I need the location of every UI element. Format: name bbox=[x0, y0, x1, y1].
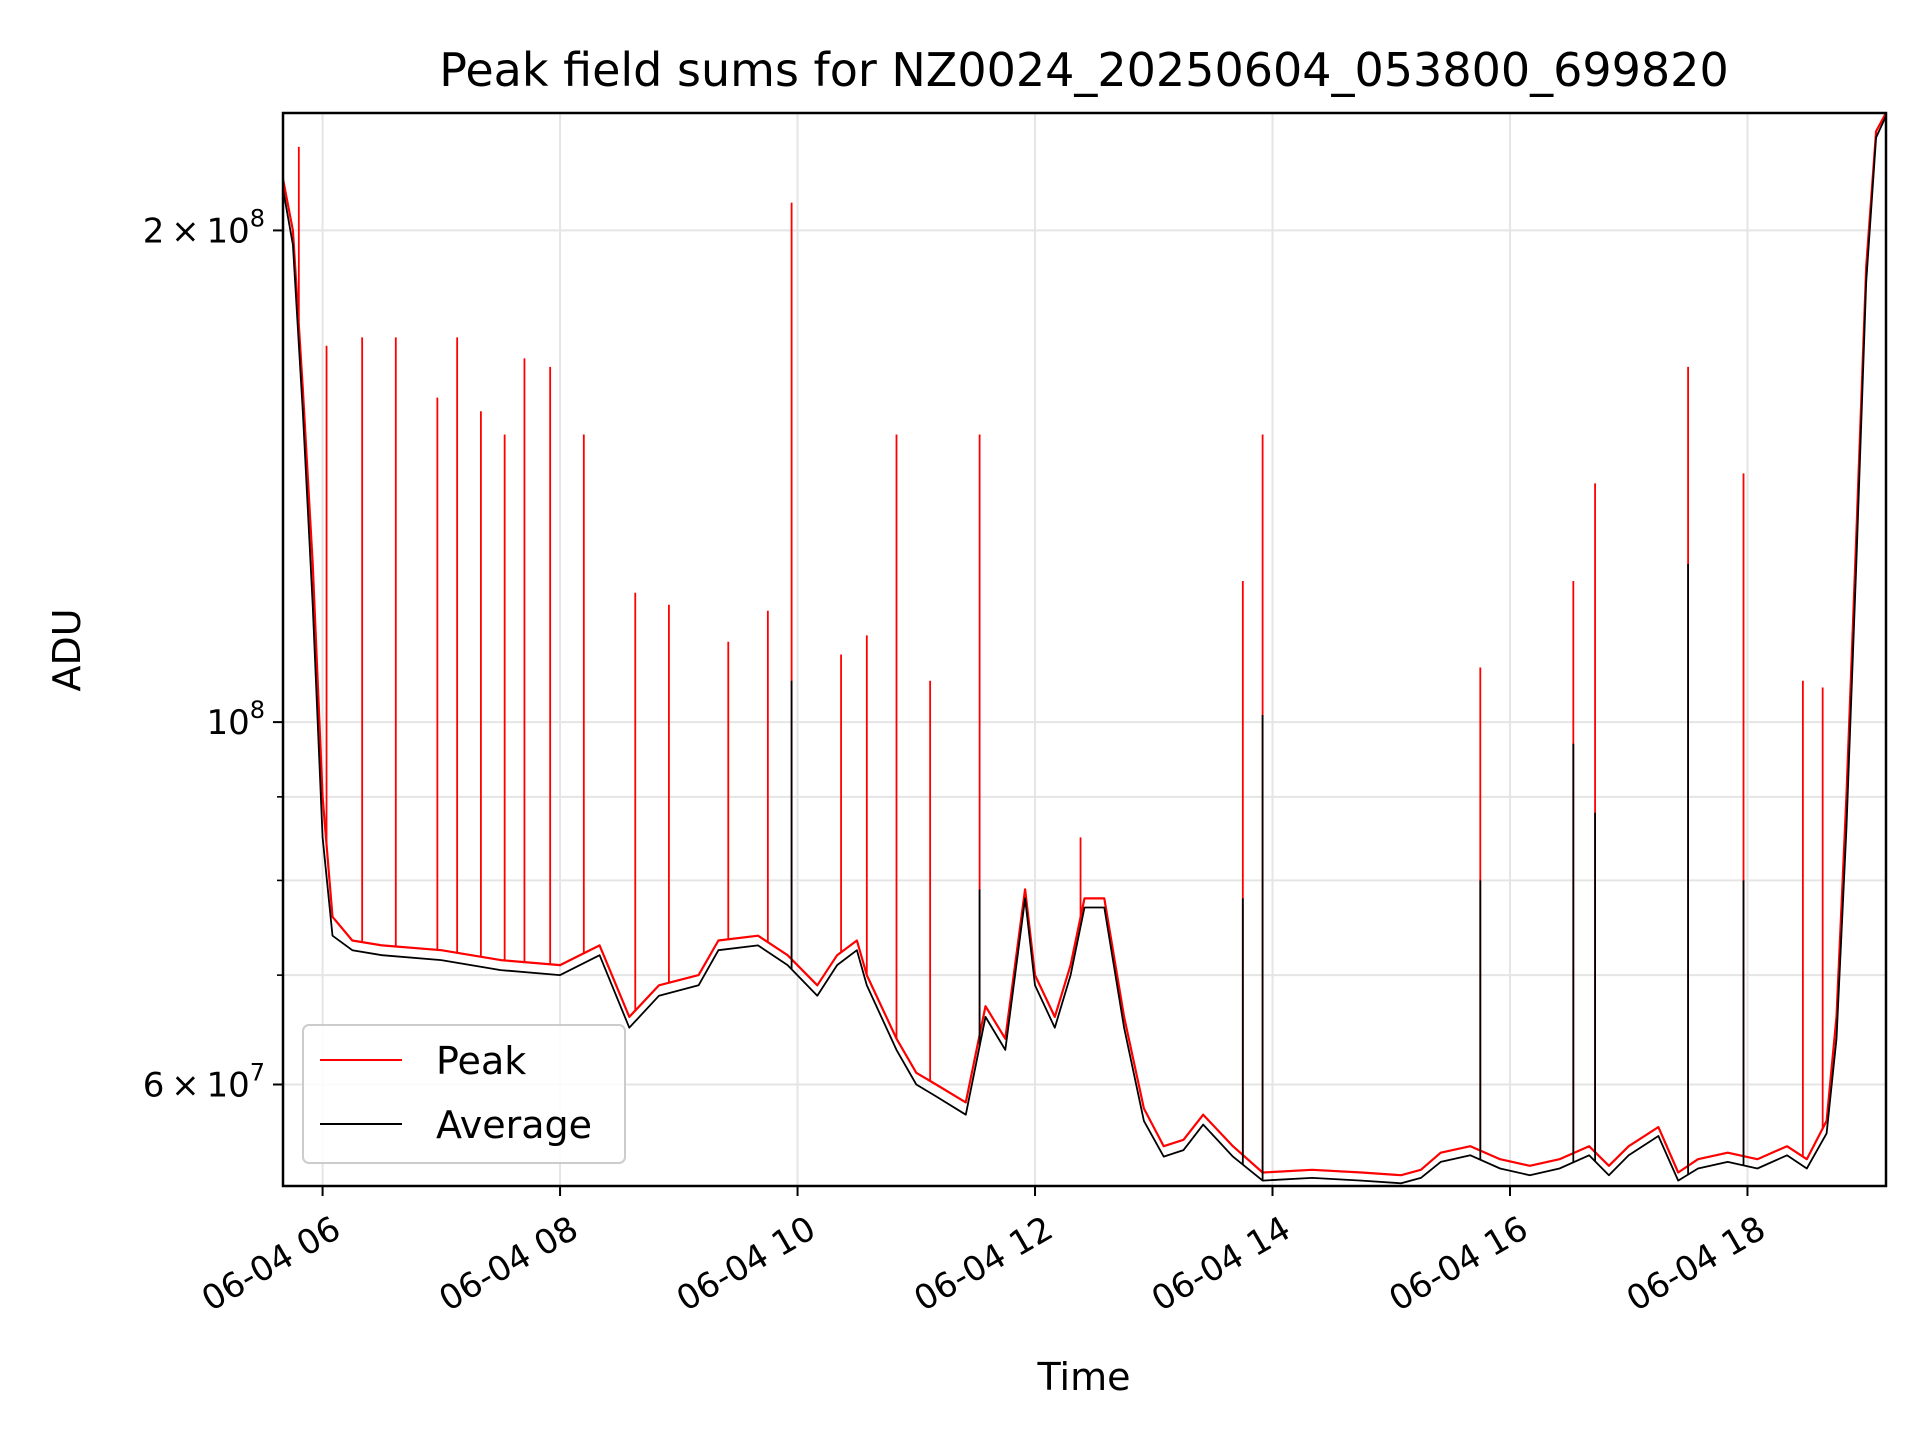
series-line-peak bbox=[281, 112, 1887, 1177]
x-axis-label: Time bbox=[1037, 1355, 1131, 1399]
legend-label-average: Average bbox=[436, 1103, 592, 1147]
legend: Peak Average bbox=[302, 1024, 626, 1164]
y-axis-label: ADU bbox=[45, 608, 89, 691]
y-tick-label: 108 bbox=[206, 696, 265, 743]
series-layer bbox=[281, 112, 1887, 1185]
plot-frame bbox=[281, 111, 1888, 1188]
legend-label-peak: Peak bbox=[436, 1039, 526, 1083]
series-line-average bbox=[282, 115, 1887, 1185]
chart-title: Peak field sums for NZ0024_20250604_0538… bbox=[439, 43, 1728, 97]
y-tick-label: 2 × 108 bbox=[143, 204, 265, 251]
series-average bbox=[282, 115, 1887, 1185]
series-peak bbox=[281, 112, 1887, 1177]
y-axis: 6 × 107 108 2 × 108 bbox=[143, 204, 283, 1105]
y-tick-label: 6 × 107 bbox=[143, 1058, 265, 1105]
